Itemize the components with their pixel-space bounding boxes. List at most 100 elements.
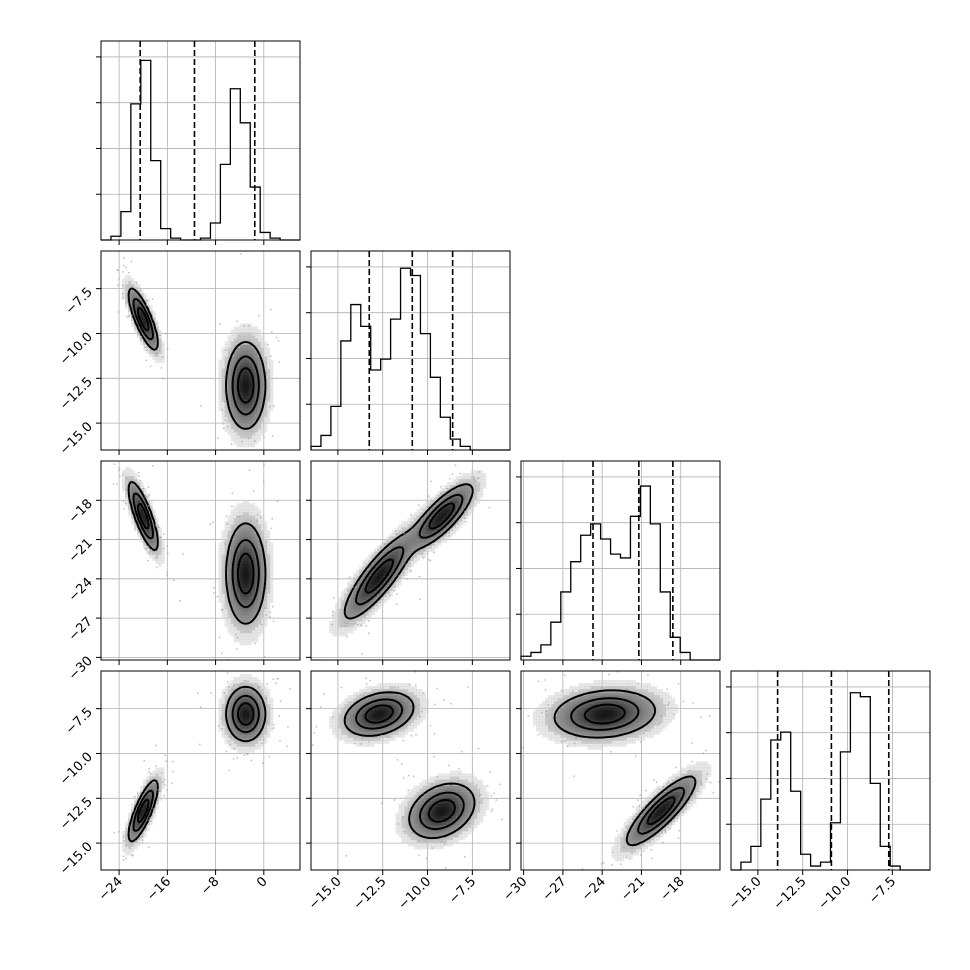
density-cell bbox=[158, 533, 162, 537]
density-cell bbox=[245, 554, 250, 558]
density-cell bbox=[251, 419, 256, 424]
density-cell bbox=[125, 278, 129, 282]
density-cell bbox=[254, 437, 259, 442]
density-cell bbox=[434, 791, 439, 796]
density-cell bbox=[401, 725, 405, 729]
density-cell bbox=[338, 734, 342, 738]
density-cell bbox=[425, 548, 429, 552]
density-cell bbox=[242, 422, 247, 427]
density-cell bbox=[251, 518, 256, 522]
density-cell bbox=[263, 365, 268, 369]
density-cell bbox=[242, 356, 247, 360]
density-cell bbox=[362, 707, 366, 711]
density-cell bbox=[401, 530, 405, 534]
density-cell bbox=[347, 590, 351, 595]
density-cell bbox=[407, 695, 411, 699]
density-cell bbox=[245, 737, 250, 741]
density-cell bbox=[248, 422, 253, 427]
density-cell bbox=[434, 539, 439, 543]
density-cell bbox=[251, 632, 256, 637]
density-cell bbox=[227, 683, 232, 687]
density-cell bbox=[239, 593, 244, 598]
density-cell bbox=[227, 431, 232, 436]
density-cell bbox=[356, 569, 360, 573]
hist-panel-3 bbox=[726, 670, 931, 871]
density-cell bbox=[455, 833, 460, 838]
sample-point bbox=[155, 525, 158, 527]
density-cell bbox=[242, 692, 247, 696]
density-cell bbox=[416, 512, 420, 516]
density-cell bbox=[467, 806, 472, 811]
sample-point bbox=[163, 794, 166, 797]
density-cell bbox=[362, 608, 366, 613]
sample-point bbox=[248, 437, 250, 440]
density-cell bbox=[434, 497, 439, 501]
density-cell bbox=[257, 704, 262, 708]
density-cell bbox=[380, 707, 384, 711]
density-cell bbox=[251, 554, 256, 558]
density-cell bbox=[392, 701, 396, 705]
density-cell bbox=[251, 629, 256, 634]
density-cell bbox=[233, 599, 238, 604]
density-cell bbox=[248, 407, 253, 412]
density-cell bbox=[410, 533, 414, 537]
density-cell bbox=[254, 509, 259, 513]
density-cell bbox=[155, 359, 159, 363]
density-cell bbox=[134, 494, 138, 498]
density-cell bbox=[395, 722, 399, 726]
sample-point bbox=[263, 436, 265, 439]
density-cell bbox=[227, 605, 232, 610]
density-cell bbox=[143, 803, 147, 808]
density-cell bbox=[449, 521, 454, 525]
density-cell bbox=[230, 611, 235, 616]
density-cell bbox=[455, 497, 460, 501]
density-cell bbox=[263, 596, 268, 601]
density-cell bbox=[479, 473, 484, 477]
density-cell bbox=[356, 695, 360, 699]
sample-point bbox=[166, 552, 169, 555]
sample-point bbox=[146, 496, 149, 498]
density-cell bbox=[407, 530, 411, 534]
density-cell bbox=[341, 602, 345, 607]
density-frame-2-1 bbox=[310, 460, 511, 661]
density-cell bbox=[437, 824, 442, 829]
density-cell bbox=[242, 338, 247, 342]
density-cell bbox=[239, 674, 244, 678]
density-cell bbox=[254, 329, 259, 333]
density-cell bbox=[389, 539, 393, 543]
density-cell bbox=[242, 416, 247, 421]
density-cell bbox=[239, 575, 244, 579]
density-cell bbox=[473, 494, 478, 498]
density-cell bbox=[242, 401, 247, 406]
density-cell bbox=[386, 701, 390, 705]
density-cell bbox=[260, 710, 265, 714]
density-cell bbox=[128, 473, 132, 477]
sample-point bbox=[254, 642, 257, 645]
density-cell bbox=[224, 590, 229, 595]
density-cell bbox=[371, 611, 375, 616]
density-cell bbox=[371, 743, 375, 747]
density-cell bbox=[371, 554, 375, 558]
density-cell bbox=[254, 578, 259, 583]
density-cell bbox=[122, 488, 126, 492]
density-cell bbox=[461, 794, 466, 799]
density-cell bbox=[221, 368, 226, 373]
density-cell bbox=[239, 707, 244, 711]
density-cell bbox=[236, 677, 241, 681]
density-cell bbox=[353, 575, 357, 579]
density-cell bbox=[155, 353, 159, 357]
density-cell bbox=[239, 611, 244, 616]
density-cell bbox=[383, 572, 387, 576]
sample-point bbox=[229, 735, 232, 738]
density-cell bbox=[257, 410, 262, 415]
density-cell bbox=[419, 548, 423, 552]
density-cell bbox=[413, 845, 417, 850]
density-cell bbox=[248, 359, 253, 363]
density-cell bbox=[149, 542, 153, 546]
sample-point bbox=[270, 527, 273, 530]
density-cell bbox=[401, 545, 405, 549]
density-cell bbox=[263, 425, 268, 430]
density-cell bbox=[392, 716, 396, 720]
density-cell bbox=[455, 779, 460, 783]
density-cell bbox=[269, 371, 274, 376]
